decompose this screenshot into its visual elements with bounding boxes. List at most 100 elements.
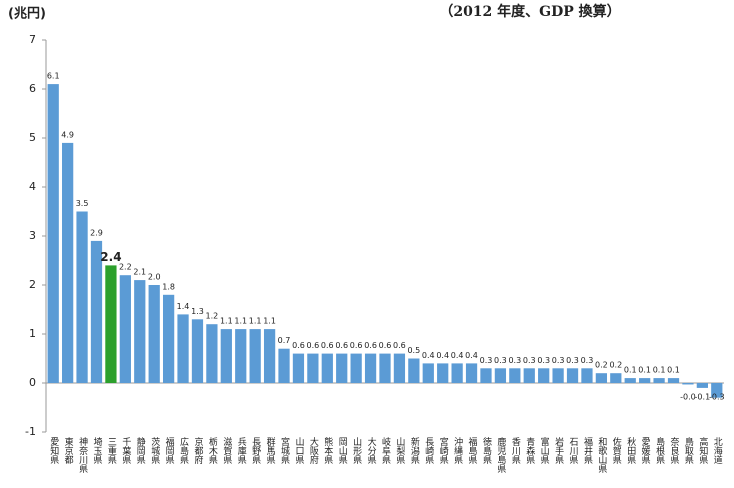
value-label: 1.1 (249, 317, 262, 326)
value-label: 0.3 (508, 356, 521, 365)
bar (408, 358, 420, 383)
bar (350, 353, 362, 383)
value-label: 0.4 (436, 351, 449, 360)
value-label: 0.6 (364, 341, 377, 350)
bar (134, 280, 146, 383)
bar (595, 373, 608, 383)
value-label: 0.3 (523, 356, 536, 365)
bar (336, 353, 348, 383)
bar (191, 319, 204, 383)
bar (292, 353, 305, 383)
x-tick-label: 鹿児島県 (495, 436, 506, 474)
value-label: 0.7 (278, 336, 291, 345)
x-tick-label: 石川県 (568, 437, 579, 465)
bar (667, 378, 680, 383)
value-label: -0.1 (695, 393, 711, 402)
value-label: 0.4 (451, 351, 464, 360)
x-tick-label: 大分県 (366, 436, 377, 465)
x-tick-label: 徳島県 (481, 436, 492, 465)
y-axis-label: (兆円) (8, 6, 46, 22)
x-tick-label: 沖縄県 (452, 436, 463, 465)
bar (451, 363, 463, 383)
value-label: 0.5 (407, 346, 420, 355)
subtitle: （2012 年度、GDP 換算） (439, 3, 620, 20)
y-tick-label: 2 (29, 278, 36, 291)
bar (509, 368, 521, 383)
x-tick-label: 千葉県 (120, 437, 131, 465)
x-tick-label: 富山県 (539, 436, 550, 465)
y-tick-label: 6 (29, 82, 36, 95)
value-label: 0.3 (480, 356, 493, 365)
value-label: 0.3 (566, 356, 579, 365)
x-tick-label: 岡山県 (337, 437, 348, 465)
x-tick-label: 茨城県 (149, 436, 160, 465)
x-tick-label: 京都府 (192, 436, 203, 465)
value-label: 0.6 (321, 341, 334, 350)
x-tick-label: 鳥取県 (683, 436, 694, 465)
value-label: 2.4 (100, 250, 121, 264)
value-label: 0.1 (667, 366, 680, 375)
value-label: 0.6 (393, 341, 406, 350)
value-label: 3.5 (76, 199, 89, 208)
x-tick-label: 福島県 (467, 436, 478, 465)
y-tick-label: 4 (29, 180, 36, 193)
value-label: 4.9 (61, 130, 74, 139)
x-tick-label: 新潟県 (409, 436, 420, 465)
value-label: 1.2 (206, 312, 219, 321)
bar (235, 329, 247, 383)
bar (249, 329, 261, 383)
value-label: 2.9 (90, 228, 103, 237)
bar (711, 383, 723, 398)
bar (494, 368, 507, 383)
value-label: 1.1 (234, 317, 247, 326)
value-label: 0.2 (595, 361, 608, 370)
value-label: 0.2 (609, 361, 622, 370)
x-tick-label: 長崎県 (423, 437, 434, 465)
bar (465, 363, 478, 383)
value-label: 1.1 (220, 317, 233, 326)
bar (162, 294, 175, 383)
bar (148, 285, 160, 383)
value-label: 0.3 (552, 356, 565, 365)
bar (278, 348, 290, 383)
bar (206, 324, 218, 383)
value-label: 0.6 (350, 341, 363, 350)
bar (624, 378, 636, 383)
bar (639, 378, 651, 383)
value-label: 0.6 (292, 341, 305, 350)
value-label: 1.3 (191, 307, 204, 316)
bar (682, 383, 694, 385)
x-tick-label: 神奈川県 (77, 436, 88, 474)
value-label: 0.6 (379, 341, 392, 350)
value-label: 0.1 (638, 366, 651, 375)
value-label: 1.4 (177, 302, 190, 311)
x-tick-label: 青森県 (524, 436, 535, 465)
x-tick-label: 北海道 (712, 437, 723, 465)
bar (393, 353, 406, 383)
x-tick-label: 愛知県 (48, 436, 59, 465)
x-tick-label: 佐賀県 (611, 436, 622, 465)
bar (119, 275, 131, 383)
value-label: 1.8 (162, 282, 175, 291)
bar (581, 368, 593, 383)
bar (105, 265, 117, 383)
x-tick-label: 宮城県 (279, 436, 290, 465)
value-label: 2.1 (133, 268, 146, 277)
bar (76, 211, 88, 383)
bar (566, 368, 579, 383)
x-tick-label: 奈良県 (669, 436, 680, 465)
x-tick-label: 栃木県 (207, 436, 218, 465)
value-label: 0.6 (335, 341, 348, 350)
bar (90, 240, 103, 383)
value-label: 1.1 (263, 317, 276, 326)
x-tick-label: 愛媛県 (640, 436, 651, 465)
bar (653, 378, 665, 383)
x-tick-label: 兵庫県 (236, 436, 247, 465)
x-tick-label: 福井県 (582, 436, 593, 465)
bar (177, 314, 189, 383)
x-tick-label: 山形県 (351, 437, 362, 465)
x-tick-label: 和歌山県 (596, 437, 607, 474)
bar (610, 373, 622, 383)
bar (321, 353, 333, 383)
